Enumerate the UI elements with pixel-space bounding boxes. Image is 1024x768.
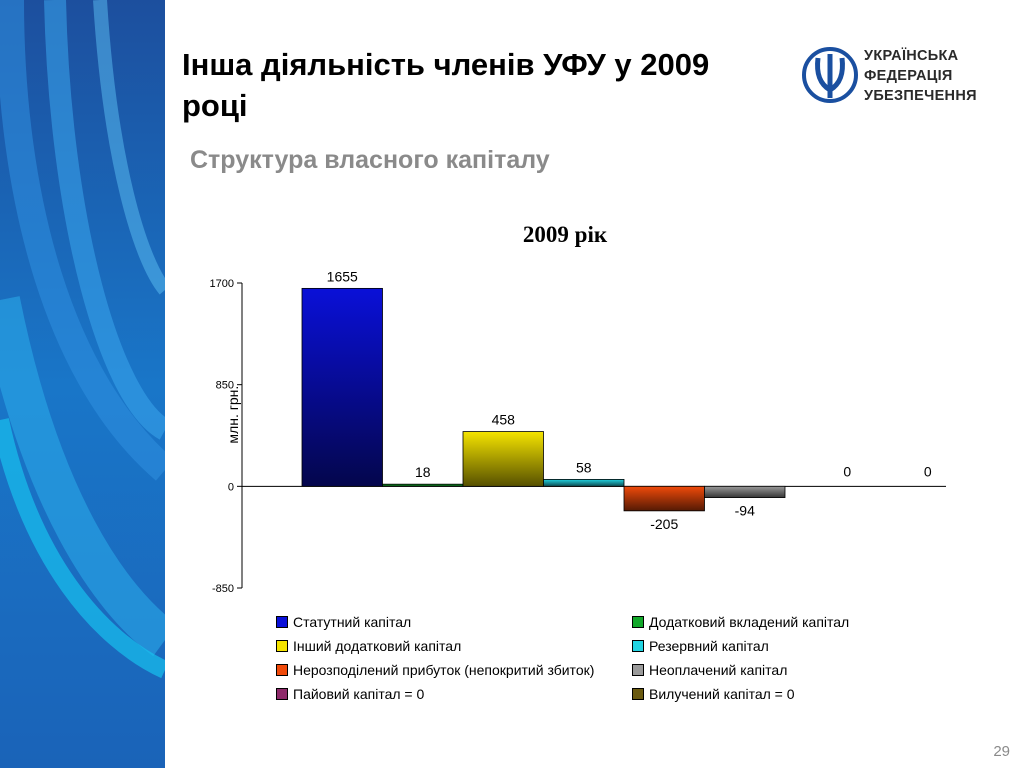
legend-swatch: [632, 640, 644, 652]
data-label-8: 0: [924, 463, 932, 479]
y-axis-label: млн. грн.: [225, 386, 241, 444]
logo-line-3: УБЕЗПЕЧЕННЯ: [864, 88, 977, 104]
data-label-1: 1655: [327, 268, 358, 284]
legend-item-5: Нерозподілений прибуток (непокритий збит…: [276, 662, 594, 678]
legend-label: Пайовий капітал = 0: [293, 686, 425, 702]
legend-item-7: Пайовий капітал = 0: [276, 686, 424, 702]
ufu-logo: УКРАЇНСЬКА ФЕДЕРАЦІЯ УБЕЗПЕЧЕННЯ: [802, 42, 992, 108]
legend-item-6: Неоплачений капітал: [632, 662, 787, 678]
legend-swatch: [632, 664, 644, 676]
data-label-7: 0: [843, 463, 851, 479]
legend-item-3: Інший додатковий капітал: [276, 638, 461, 654]
legend-label: Додатковий вкладений капітал: [649, 614, 850, 630]
page-number: 29: [993, 743, 1010, 760]
legend-item-4: Резервний капітал: [632, 638, 769, 654]
legend-swatch: [276, 640, 288, 652]
data-label-2: 18: [415, 464, 431, 480]
legend-label: Нерозподілений прибуток (непокритий збит…: [293, 662, 595, 678]
logo-line-2: ФЕДЕРАЦІЯ: [864, 68, 953, 84]
y-tick-label: 850: [216, 380, 234, 392]
data-label-4: 58: [576, 459, 592, 475]
trident-emblem-icon: [802, 47, 858, 103]
bar-6: [704, 485, 786, 498]
legend-item-8: Вилучений капітал = 0: [632, 686, 795, 702]
legend-label: Статутний капітал: [293, 614, 412, 630]
bar-5: [623, 485, 705, 512]
y-tick-label: 0: [228, 481, 234, 493]
legend-item-2: Додатковий вкладений капітал: [632, 614, 849, 630]
y-tick-label: 1700: [210, 278, 234, 290]
bar-4: [543, 478, 625, 487]
legend-label: Вилучений капітал = 0: [649, 686, 795, 702]
data-label-6: -94: [735, 503, 755, 519]
legend-item-1: Статутний капітал: [276, 614, 411, 630]
bar-3: [462, 431, 544, 487]
data-label-3: 458: [492, 412, 516, 428]
bar-1: [301, 287, 383, 487]
chart-title: 2009 рік: [522, 222, 608, 247]
legend-swatch: [276, 664, 288, 676]
slide-subtitle: Структура власного капіталу: [190, 146, 550, 174]
y-tick-label: -850: [212, 583, 234, 595]
data-label-5: -205: [650, 516, 678, 532]
legend-swatch: [632, 616, 644, 628]
bar-chart: -850 0 850 1700 млн. грн. 1655 18 458 58 -205 -94…: [210, 268, 946, 595]
legend-swatch: [632, 688, 644, 700]
legend-label: Інший додатковий капітал: [293, 638, 462, 654]
legend-swatch: [276, 616, 288, 628]
logo-line-1: УКРАЇНСЬКА: [864, 48, 959, 64]
decorative-left-band: [0, 0, 165, 768]
bar-2: [382, 483, 464, 487]
legend-swatch: [276, 688, 288, 700]
legend-label: Неоплачений капітал: [649, 662, 788, 678]
legend-label: Резервний капітал: [649, 638, 769, 654]
slide-title: Інша діяльність членів УФУ у 2009 році: [182, 47, 710, 123]
